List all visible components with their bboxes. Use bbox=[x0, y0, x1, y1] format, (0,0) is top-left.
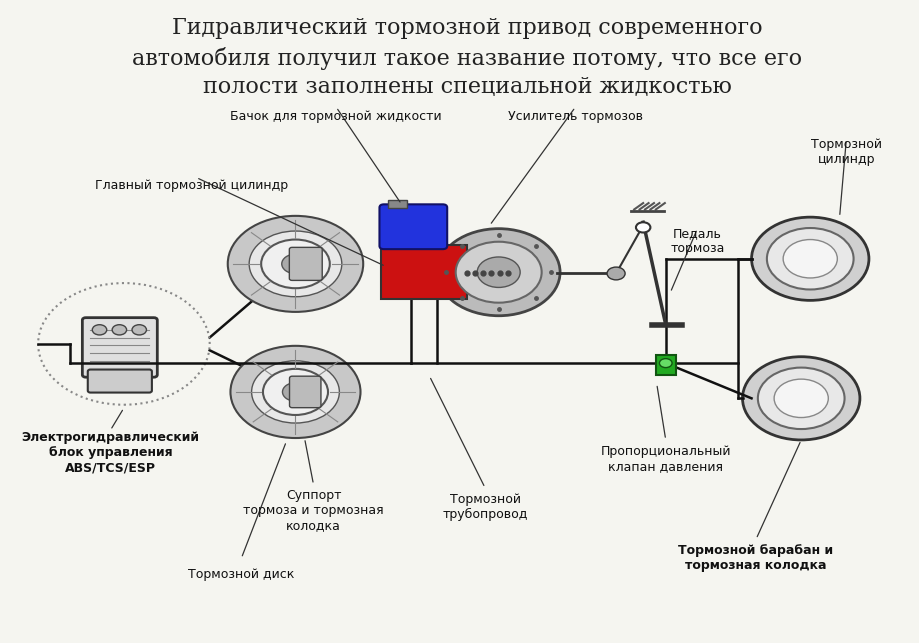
Circle shape bbox=[261, 240, 329, 288]
Circle shape bbox=[757, 368, 844, 429]
FancyBboxPatch shape bbox=[289, 248, 322, 280]
Circle shape bbox=[92, 325, 107, 335]
Circle shape bbox=[751, 217, 868, 300]
Circle shape bbox=[766, 228, 853, 289]
Text: Главный тормозной цилиндр: Главный тормозной цилиндр bbox=[95, 179, 288, 192]
Text: Гидравлический тормозной привод современного
автомобиля получил такое название п: Гидравлический тормозной привод современ… bbox=[131, 17, 801, 98]
Bar bbox=[655, 355, 675, 376]
Bar bbox=[380, 245, 467, 299]
Text: Тормозной
цилиндр: Тормозной цилиндр bbox=[810, 138, 881, 166]
Text: Бачок для тормозной жидкости: Бачок для тормозной жидкости bbox=[230, 110, 441, 123]
FancyBboxPatch shape bbox=[379, 204, 447, 249]
Circle shape bbox=[773, 379, 827, 417]
Circle shape bbox=[607, 267, 624, 280]
Circle shape bbox=[742, 357, 859, 440]
Bar bbox=[388, 200, 406, 208]
Circle shape bbox=[132, 325, 146, 335]
Text: Электрогидравлический
блок управления
ABS/TCS/ESP: Электрогидравлический блок управления AB… bbox=[21, 431, 199, 475]
Text: Тормозной барабан и
тормозная колодка: Тормозной барабан и тормозная колодка bbox=[677, 545, 833, 572]
Circle shape bbox=[230, 346, 360, 438]
Circle shape bbox=[281, 254, 309, 274]
Circle shape bbox=[228, 216, 363, 312]
Circle shape bbox=[263, 369, 328, 415]
Circle shape bbox=[659, 359, 672, 368]
Circle shape bbox=[112, 325, 127, 335]
Circle shape bbox=[782, 240, 836, 278]
Circle shape bbox=[282, 383, 308, 401]
Text: Суппорт
тормоза и тормозная
колодка: Суппорт тормоза и тормозная колодка bbox=[243, 489, 383, 532]
Circle shape bbox=[477, 257, 519, 287]
Circle shape bbox=[249, 231, 342, 296]
Circle shape bbox=[635, 222, 650, 233]
Circle shape bbox=[437, 229, 560, 316]
FancyBboxPatch shape bbox=[289, 376, 321, 408]
FancyBboxPatch shape bbox=[83, 318, 157, 377]
Text: Пропорциональный
клапан давления: Пропорциональный клапан давления bbox=[600, 445, 731, 473]
Text: Тормозной
трубопровод: Тормозной трубопровод bbox=[442, 493, 528, 521]
FancyBboxPatch shape bbox=[87, 370, 152, 393]
Circle shape bbox=[251, 361, 339, 423]
Text: Педаль
тормоза: Педаль тормоза bbox=[669, 227, 724, 255]
Text: Тормозной диск: Тормозной диск bbox=[187, 568, 294, 581]
Circle shape bbox=[455, 242, 541, 303]
Text: Усилитель тормозов: Усилитель тормозов bbox=[507, 110, 642, 123]
